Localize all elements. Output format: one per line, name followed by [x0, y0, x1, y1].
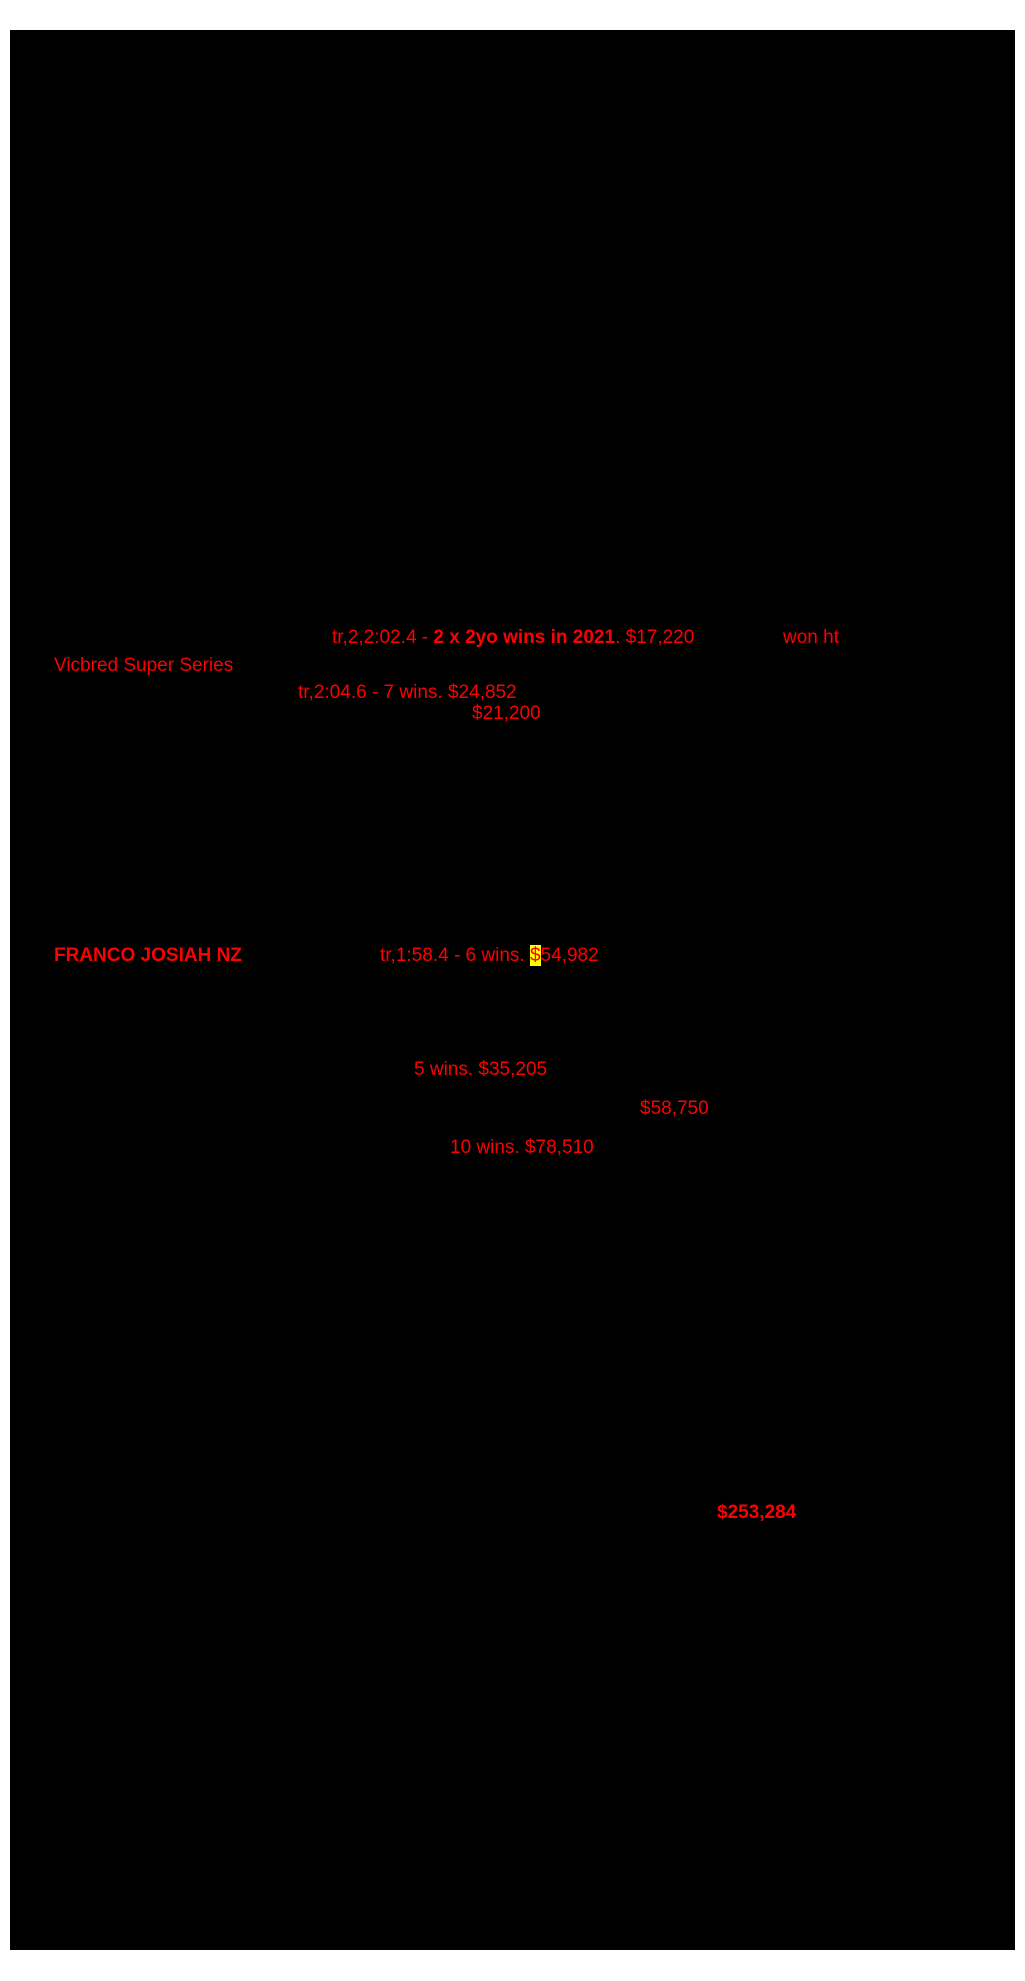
race-record-2yo-line: tr,2,2:02.4 - 2 x 2yo wins in 2021. $17,… — [332, 627, 694, 649]
race-record-2yo-bold: 2 x 2yo wins in 2021 — [433, 627, 616, 648]
race-record-seven-wins: tr,2:04.6 - 7 wins. $24,852 — [298, 682, 517, 703]
franco-record-suffix: 54,982 — [540, 945, 599, 966]
earnings-253284: $253,284 — [717, 1502, 797, 1523]
race-record-five-wins: 5 wins. $35,205 — [414, 1059, 548, 1080]
won-heat-note: won ht — [783, 627, 839, 648]
horse-name-franco-josiah: FRANCO JOSIAH NZ — [54, 945, 242, 966]
document-panel: tr,2,2:02.4 - 2 x 2yo wins in 2021. $17,… — [10, 30, 1015, 1950]
earnings-21200: $21,200 — [472, 703, 541, 724]
race-record-2yo-suffix: . $17,220 — [615, 627, 695, 648]
franco-record-prefix: tr,1:58.4 - 6 wins. — [380, 945, 530, 966]
race-record-franco-josiah: tr,1:58.4 - 6 wins. $54,982 — [380, 945, 599, 967]
franco-record-highlight: $ — [529, 945, 541, 966]
race-record-ten-wins: 10 wins. $78,510 — [450, 1137, 594, 1158]
race-record-2yo-prefix: tr,2,2:02.4 - — [332, 627, 434, 648]
vicbred-super-series-label: Vicbred Super Series — [54, 655, 234, 676]
earnings-58750: $58,750 — [640, 1098, 709, 1119]
